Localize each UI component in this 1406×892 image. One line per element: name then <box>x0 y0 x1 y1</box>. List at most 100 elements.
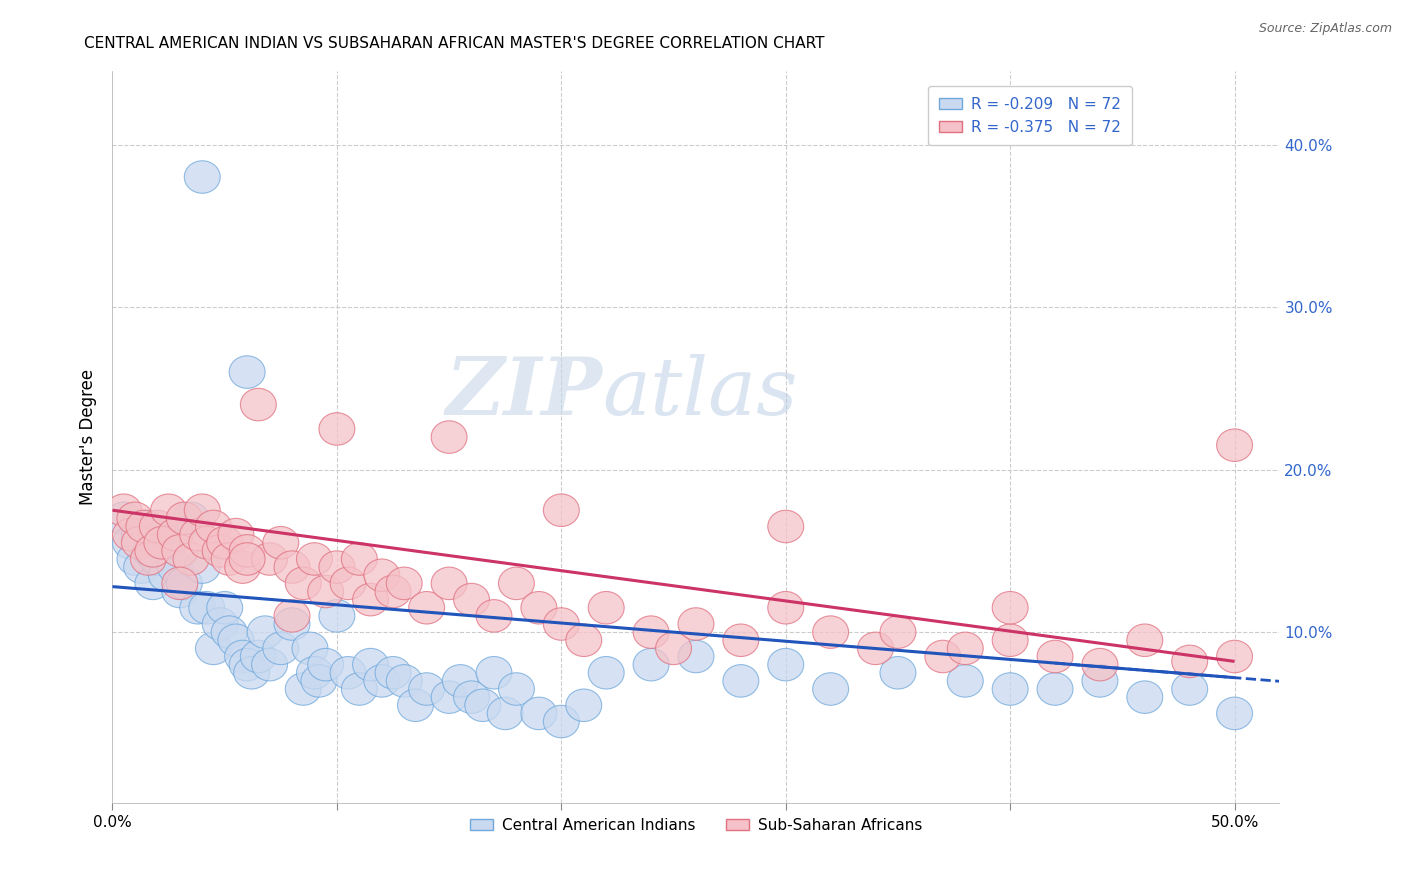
Ellipse shape <box>1038 640 1073 673</box>
Ellipse shape <box>139 542 176 575</box>
Ellipse shape <box>207 591 243 624</box>
Ellipse shape <box>499 567 534 599</box>
Ellipse shape <box>1171 645 1208 678</box>
Ellipse shape <box>543 607 579 640</box>
Ellipse shape <box>432 421 467 453</box>
Legend: Central American Indians, Sub-Saharan Africans: Central American Indians, Sub-Saharan Af… <box>464 812 928 839</box>
Ellipse shape <box>1171 673 1208 706</box>
Ellipse shape <box>128 510 165 542</box>
Ellipse shape <box>319 599 354 632</box>
Ellipse shape <box>301 665 337 698</box>
Ellipse shape <box>588 591 624 624</box>
Ellipse shape <box>364 559 399 591</box>
Ellipse shape <box>353 583 388 615</box>
Ellipse shape <box>229 356 266 388</box>
Ellipse shape <box>105 494 142 526</box>
Ellipse shape <box>162 575 198 607</box>
Ellipse shape <box>565 689 602 722</box>
Ellipse shape <box>229 534 266 567</box>
Ellipse shape <box>285 673 321 706</box>
Ellipse shape <box>218 518 254 551</box>
Ellipse shape <box>948 665 983 698</box>
Ellipse shape <box>375 657 411 689</box>
Ellipse shape <box>297 657 332 689</box>
Ellipse shape <box>1216 698 1253 730</box>
Ellipse shape <box>330 657 366 689</box>
Ellipse shape <box>993 591 1028 624</box>
Ellipse shape <box>880 657 915 689</box>
Ellipse shape <box>139 510 176 542</box>
Ellipse shape <box>131 542 166 575</box>
Ellipse shape <box>188 591 225 624</box>
Ellipse shape <box>211 615 247 648</box>
Ellipse shape <box>218 624 254 657</box>
Ellipse shape <box>432 681 467 714</box>
Ellipse shape <box>1126 681 1163 714</box>
Ellipse shape <box>948 632 983 665</box>
Ellipse shape <box>633 648 669 681</box>
Ellipse shape <box>768 591 804 624</box>
Ellipse shape <box>117 502 153 534</box>
Ellipse shape <box>409 673 444 706</box>
Ellipse shape <box>252 648 288 681</box>
Text: ZIP: ZIP <box>446 354 603 432</box>
Ellipse shape <box>229 648 266 681</box>
Ellipse shape <box>285 567 321 599</box>
Ellipse shape <box>184 551 221 583</box>
Ellipse shape <box>477 599 512 632</box>
Ellipse shape <box>121 526 157 559</box>
Ellipse shape <box>225 551 260 583</box>
Ellipse shape <box>157 518 193 551</box>
Ellipse shape <box>308 648 343 681</box>
Ellipse shape <box>543 494 579 526</box>
Ellipse shape <box>240 388 277 421</box>
Ellipse shape <box>132 534 169 567</box>
Ellipse shape <box>723 624 759 657</box>
Ellipse shape <box>454 681 489 714</box>
Ellipse shape <box>150 494 187 526</box>
Ellipse shape <box>180 518 215 551</box>
Ellipse shape <box>1083 665 1118 698</box>
Ellipse shape <box>925 640 960 673</box>
Ellipse shape <box>117 542 153 575</box>
Ellipse shape <box>211 542 247 575</box>
Ellipse shape <box>173 502 209 534</box>
Text: CENTRAL AMERICAN INDIAN VS SUBSAHARAN AFRICAN MASTER'S DEGREE CORRELATION CHART: CENTRAL AMERICAN INDIAN VS SUBSAHARAN AF… <box>84 36 825 51</box>
Ellipse shape <box>135 534 172 567</box>
Text: atlas: atlas <box>603 354 799 432</box>
Ellipse shape <box>342 542 377 575</box>
Ellipse shape <box>202 534 238 567</box>
Ellipse shape <box>409 591 444 624</box>
Ellipse shape <box>263 632 298 665</box>
Ellipse shape <box>432 567 467 599</box>
Ellipse shape <box>112 518 149 551</box>
Ellipse shape <box>1216 640 1253 673</box>
Ellipse shape <box>162 534 198 567</box>
Ellipse shape <box>173 542 209 575</box>
Ellipse shape <box>292 632 328 665</box>
Ellipse shape <box>143 518 180 551</box>
Ellipse shape <box>247 615 283 648</box>
Ellipse shape <box>565 624 602 657</box>
Ellipse shape <box>233 657 270 689</box>
Ellipse shape <box>1126 624 1163 657</box>
Ellipse shape <box>166 567 202 599</box>
Ellipse shape <box>127 510 162 542</box>
Ellipse shape <box>188 526 225 559</box>
Ellipse shape <box>993 624 1028 657</box>
Ellipse shape <box>364 665 399 698</box>
Ellipse shape <box>520 698 557 730</box>
Ellipse shape <box>858 632 893 665</box>
Ellipse shape <box>330 567 366 599</box>
Ellipse shape <box>274 551 309 583</box>
Ellipse shape <box>308 575 343 607</box>
Y-axis label: Master's Degree: Master's Degree <box>79 369 97 505</box>
Ellipse shape <box>202 607 238 640</box>
Ellipse shape <box>150 526 187 559</box>
Ellipse shape <box>633 615 669 648</box>
Ellipse shape <box>229 542 266 575</box>
Ellipse shape <box>263 526 298 559</box>
Ellipse shape <box>655 632 692 665</box>
Ellipse shape <box>105 502 142 534</box>
Ellipse shape <box>143 526 180 559</box>
